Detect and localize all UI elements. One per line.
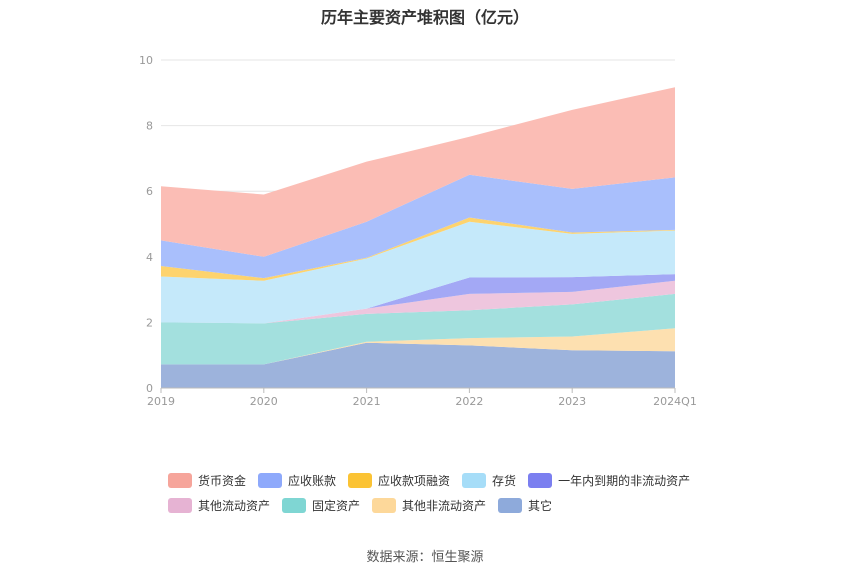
legend-label: 存货 xyxy=(492,474,517,488)
chart-title: 历年主要资产堆积图（亿元） xyxy=(320,8,529,27)
chart-legend: 货币资金 应收账款 应收款项融资 存货 一年内到期的非流动资产其他流动资产 固定资产 其他非… xyxy=(168,472,728,514)
x-tick-label: 2020 xyxy=(250,395,278,408)
legend-label: 应收款项融资 xyxy=(378,474,451,488)
area-series-6 xyxy=(161,217,675,281)
legend-label: 应收账款 xyxy=(288,474,337,488)
legend-swatch xyxy=(348,473,373,488)
legend-item[interactable]: 固定资产 xyxy=(282,497,360,514)
legend-item[interactable]: 一年内到期的非流动资产 xyxy=(528,472,690,489)
y-tick-label: 8 xyxy=(146,120,153,133)
x-tick-label: 2019 xyxy=(147,395,175,408)
data-source: 数据来源：恒生聚源 xyxy=(366,550,484,565)
area-series-1 xyxy=(161,328,675,365)
area-series-7 xyxy=(161,174,675,279)
y-tick-label: 6 xyxy=(146,185,153,198)
x-tick-label: 2022 xyxy=(455,395,483,408)
area-series-4 xyxy=(161,274,675,324)
legend-item[interactable]: 其他非流动资产 xyxy=(372,497,486,514)
area-series-3 xyxy=(161,280,675,324)
legend-item[interactable]: 其它 xyxy=(498,497,552,514)
y-tick-label: 4 xyxy=(146,251,153,264)
x-tick-label: 2023 xyxy=(558,395,586,408)
legend-swatch xyxy=(258,473,283,488)
x-tick-label: 2021 xyxy=(353,395,381,408)
legend-label: 其他流动资产 xyxy=(198,499,271,513)
legend-swatch xyxy=(462,473,487,488)
area-series-8 xyxy=(161,87,675,257)
legend-label: 货币资金 xyxy=(198,474,247,488)
area-series-0 xyxy=(161,342,675,388)
legend-item[interactable]: 其他流动资产 xyxy=(168,497,270,514)
legend-swatch xyxy=(168,473,192,488)
area-series-5 xyxy=(161,221,675,324)
legend-swatch xyxy=(282,498,307,513)
legend-label: 其它 xyxy=(528,499,553,513)
legend-item[interactable]: 货币资金 xyxy=(168,472,246,489)
legend-item[interactable]: 应收款项融资 xyxy=(348,472,450,489)
x-tick-label: 2024Q1 xyxy=(653,395,697,408)
area-series-2 xyxy=(161,293,675,365)
legend-label: 一年内到期的非流动资产 xyxy=(558,474,691,488)
y-tick-label: 10 xyxy=(139,54,153,67)
legend-swatch xyxy=(372,498,397,513)
legend-label: 其他非流动资产 xyxy=(402,499,487,513)
legend-item[interactable]: 应收账款 xyxy=(258,472,336,489)
legend-swatch xyxy=(528,473,553,488)
y-tick-label: 0 xyxy=(146,382,153,395)
legend-swatch xyxy=(168,498,192,513)
y-tick-label: 2 xyxy=(146,316,153,329)
legend-label: 固定资产 xyxy=(312,499,361,513)
legend-item[interactable]: 存货 xyxy=(462,472,516,489)
legend-swatch xyxy=(498,498,523,513)
